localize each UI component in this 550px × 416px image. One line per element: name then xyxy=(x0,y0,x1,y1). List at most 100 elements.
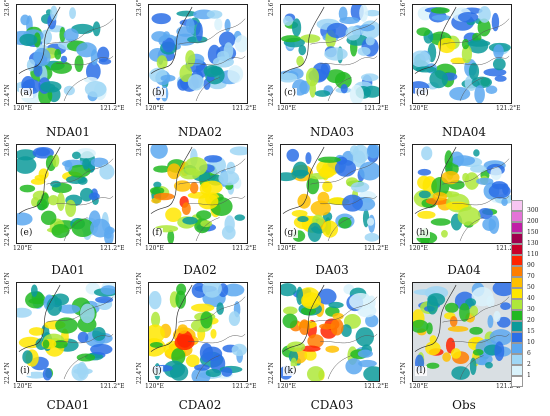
precip-blob xyxy=(477,18,491,37)
lon-label-left: 120°E xyxy=(277,105,296,112)
panel-tag: (h) xyxy=(415,228,430,238)
precip-blob xyxy=(468,62,480,80)
precip-blob xyxy=(332,312,344,320)
precip-blob xyxy=(305,67,320,87)
precip-blob xyxy=(491,12,500,32)
county-border xyxy=(178,296,246,380)
precip-blob xyxy=(84,80,107,98)
precip-blob xyxy=(493,44,504,59)
precip-blob xyxy=(31,284,38,298)
precip-blob xyxy=(357,46,371,56)
legend-tick-label: 15 xyxy=(527,328,535,335)
precip-blob xyxy=(58,304,81,314)
precip-field xyxy=(281,145,379,243)
color-legend: 300 200 150 130 110 90 70 50 40 30 20 15 10 6 2 1 xyxy=(511,200,538,387)
precip-blob xyxy=(364,232,379,242)
precip-blob xyxy=(231,343,247,357)
coastline xyxy=(18,146,61,214)
precip-blob xyxy=(42,367,52,381)
legend-swatch xyxy=(511,200,523,211)
map-panel: (d) 23.6°N 22.4°N 120°E 121.2°E xyxy=(398,0,521,118)
precip-blob xyxy=(432,192,448,201)
precip-blob xyxy=(165,207,182,223)
legend-swatch xyxy=(511,277,523,288)
precip-blob xyxy=(99,163,115,180)
precip-blob xyxy=(205,368,222,378)
precip-blob xyxy=(95,296,114,304)
precip-blob xyxy=(364,9,379,17)
lon-label-right: 121.2°E xyxy=(232,105,257,112)
legend-tick-label: 150 xyxy=(527,229,539,236)
precip-blob xyxy=(206,10,223,19)
precip-blob xyxy=(306,175,320,195)
panel-tag: (e) xyxy=(19,228,34,238)
legend-swatch xyxy=(511,365,523,376)
precip-blob xyxy=(202,283,222,298)
precip-blob xyxy=(54,48,62,60)
panel-tag: (a) xyxy=(19,88,34,98)
precip-blob xyxy=(324,47,348,61)
legend-tick-label: 200 xyxy=(527,218,539,225)
county-border xyxy=(310,158,378,242)
precip-blob xyxy=(19,33,38,47)
precip-blob xyxy=(310,200,331,216)
precip-blob xyxy=(179,167,201,180)
precip-blob xyxy=(478,6,491,23)
precip-blob xyxy=(328,301,344,309)
precip-blob xyxy=(182,216,198,225)
legend-tick-label: 300 xyxy=(527,207,539,214)
precip-blob xyxy=(305,152,312,165)
precip-field xyxy=(149,145,247,243)
panel-tag: (j) xyxy=(151,366,163,376)
map-panel: (a) 23.6°N 22.4°N 120°E 121.2°E xyxy=(2,0,125,118)
precip-blob xyxy=(17,307,32,318)
precip-blob xyxy=(338,6,348,21)
precip-blob xyxy=(418,190,431,199)
precip-blob xyxy=(35,147,51,157)
legend-swatch xyxy=(511,354,523,365)
precip-blob xyxy=(413,50,431,68)
precip-blob xyxy=(218,170,240,186)
panel-tag: (c) xyxy=(283,88,298,98)
precip-blob xyxy=(352,150,366,168)
precip-blob xyxy=(46,297,62,316)
precip-blob xyxy=(97,46,110,63)
precip-blob xyxy=(176,10,197,17)
precip-blob xyxy=(317,191,330,205)
precip-blob xyxy=(449,316,458,327)
precip-blob xyxy=(149,341,163,348)
precip-field xyxy=(413,283,511,381)
lon-label-left: 120°E xyxy=(145,383,164,390)
precip-blob xyxy=(20,14,30,26)
precip-blob xyxy=(415,66,437,73)
map-panel: (f) 23.6°N 22.4°N 120°E 121.2°E xyxy=(134,134,257,258)
panel-title: DA03 xyxy=(315,263,349,277)
precip-blob xyxy=(214,18,223,31)
precip-blob xyxy=(494,341,505,362)
map-panel: (k) 23.6°N 22.4°N 120°E 121.2°E xyxy=(266,272,389,396)
lat-label-bottom: 22.4°N xyxy=(4,224,11,246)
precip-blob xyxy=(431,14,451,21)
precip-blob xyxy=(355,327,375,347)
coastline xyxy=(18,284,61,352)
precip-blob xyxy=(459,303,470,322)
panel-title: CDA01 xyxy=(46,398,90,412)
precip-blob xyxy=(325,345,340,353)
precip-blob xyxy=(179,64,193,83)
precip-blob xyxy=(196,210,212,220)
precip-blob xyxy=(469,357,477,376)
lat-label-top: 23.6°N xyxy=(268,272,275,294)
precip-blob xyxy=(167,229,175,243)
map-panel: (g) 23.6°N 22.4°N 120°E 121.2°E xyxy=(266,134,389,258)
precip-blob xyxy=(342,194,363,212)
panel-title: NDA03 xyxy=(309,125,355,139)
lon-label-right: 121.2°E xyxy=(100,245,125,252)
precip-blob xyxy=(345,26,361,41)
precip-blob xyxy=(493,310,501,323)
lon-label-right: 121.2°E xyxy=(100,105,125,112)
map-panel: (l) 23.6°N 22.4°N 120°E 121.2°E xyxy=(398,272,521,396)
precip-field xyxy=(413,6,511,103)
precip-blob xyxy=(76,42,97,58)
precip-blob xyxy=(358,359,377,368)
panel-tag: (i) xyxy=(19,366,31,376)
